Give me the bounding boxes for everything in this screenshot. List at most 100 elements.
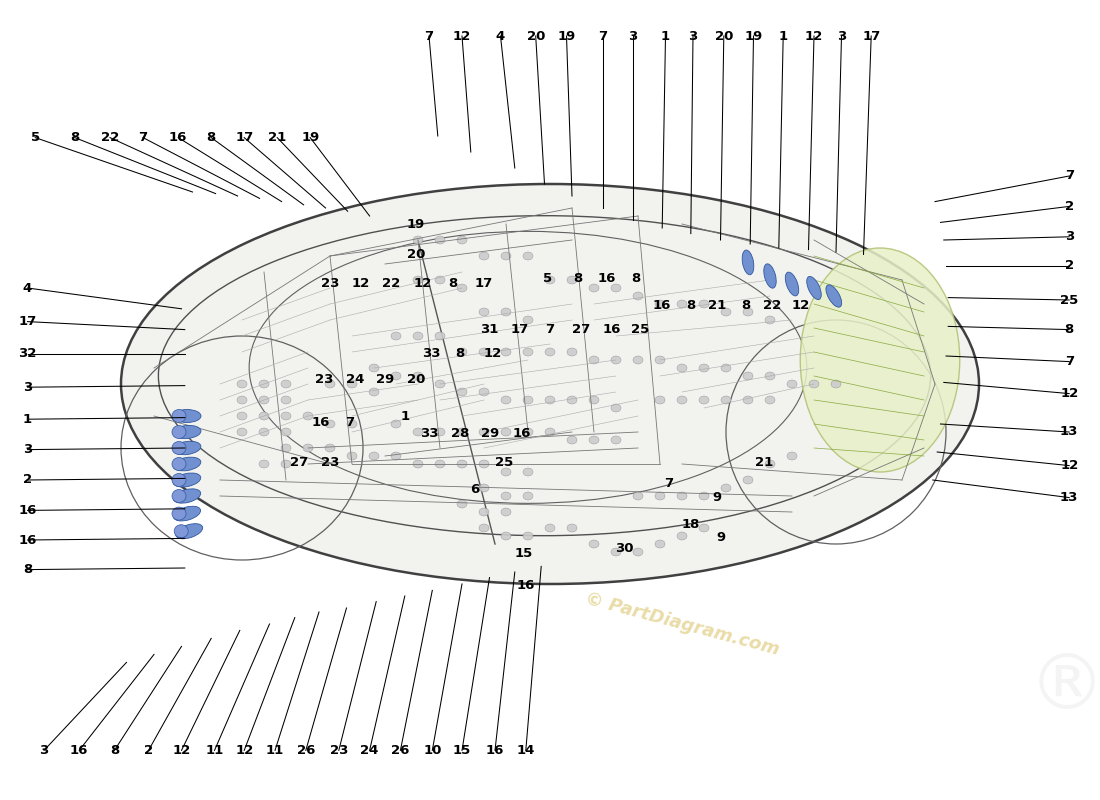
Ellipse shape <box>522 252 534 260</box>
Text: 17: 17 <box>475 277 493 290</box>
Ellipse shape <box>544 428 556 436</box>
Text: 25: 25 <box>631 323 649 336</box>
Ellipse shape <box>588 540 600 548</box>
Text: 1: 1 <box>779 30 788 42</box>
Ellipse shape <box>698 300 710 308</box>
Text: 7: 7 <box>139 131 147 144</box>
Ellipse shape <box>676 396 688 404</box>
Ellipse shape <box>280 444 292 452</box>
Ellipse shape <box>826 285 842 307</box>
Text: 8: 8 <box>110 744 119 757</box>
Text: 12: 12 <box>1060 387 1078 400</box>
Ellipse shape <box>698 524 710 532</box>
Ellipse shape <box>544 396 556 404</box>
Ellipse shape <box>610 436 621 444</box>
Ellipse shape <box>500 308 512 316</box>
Ellipse shape <box>456 428 468 436</box>
Ellipse shape <box>390 372 402 380</box>
Text: 20: 20 <box>407 374 425 386</box>
Ellipse shape <box>764 316 776 324</box>
Text: 7: 7 <box>664 478 673 490</box>
Text: 3: 3 <box>23 443 32 456</box>
Text: 3: 3 <box>628 30 637 42</box>
Text: 17: 17 <box>862 30 880 42</box>
Text: 10: 10 <box>424 744 441 757</box>
Ellipse shape <box>588 356 600 364</box>
Text: 8: 8 <box>207 131 216 144</box>
Ellipse shape <box>632 492 644 500</box>
Ellipse shape <box>173 410 201 422</box>
Ellipse shape <box>676 300 688 308</box>
Ellipse shape <box>588 284 600 292</box>
Ellipse shape <box>698 396 710 404</box>
Text: 33: 33 <box>420 427 438 440</box>
Ellipse shape <box>785 272 799 296</box>
Ellipse shape <box>786 380 798 388</box>
Text: 2: 2 <box>1065 259 1074 272</box>
Ellipse shape <box>830 380 842 388</box>
Ellipse shape <box>121 184 979 584</box>
Ellipse shape <box>566 436 578 444</box>
Text: 17: 17 <box>510 323 528 336</box>
Ellipse shape <box>390 332 402 340</box>
Ellipse shape <box>698 492 710 500</box>
Text: 33: 33 <box>422 347 440 360</box>
Ellipse shape <box>258 412 270 420</box>
Ellipse shape <box>324 420 336 428</box>
Ellipse shape <box>176 524 202 538</box>
Text: 9: 9 <box>716 531 725 544</box>
Ellipse shape <box>236 428 248 436</box>
Ellipse shape <box>456 284 468 292</box>
Ellipse shape <box>236 380 248 388</box>
Ellipse shape <box>478 524 490 532</box>
Ellipse shape <box>368 388 379 396</box>
Text: 22: 22 <box>383 277 400 290</box>
Ellipse shape <box>174 506 200 521</box>
Ellipse shape <box>786 452 798 460</box>
Ellipse shape <box>632 356 644 364</box>
Ellipse shape <box>478 252 490 260</box>
Ellipse shape <box>173 473 201 487</box>
Text: 16: 16 <box>517 579 535 592</box>
Text: 16: 16 <box>19 534 36 546</box>
Ellipse shape <box>172 426 186 438</box>
Text: 12: 12 <box>805 30 823 42</box>
Text: 12: 12 <box>414 277 431 290</box>
Ellipse shape <box>522 532 534 540</box>
Ellipse shape <box>346 452 358 460</box>
Text: 12: 12 <box>484 347 502 360</box>
Text: 7: 7 <box>598 30 607 42</box>
Ellipse shape <box>434 276 446 284</box>
Text: 3: 3 <box>689 30 697 42</box>
Text: 20: 20 <box>407 248 425 261</box>
Ellipse shape <box>522 468 534 476</box>
Text: 7: 7 <box>546 323 554 336</box>
Text: 2: 2 <box>23 474 32 486</box>
Ellipse shape <box>654 396 666 404</box>
Ellipse shape <box>720 484 732 492</box>
Text: 21: 21 <box>708 299 726 312</box>
Ellipse shape <box>258 396 270 404</box>
Ellipse shape <box>280 428 292 436</box>
Ellipse shape <box>610 404 621 412</box>
Text: 19: 19 <box>407 218 425 230</box>
Ellipse shape <box>280 412 292 420</box>
Ellipse shape <box>174 525 188 538</box>
Text: 29: 29 <box>482 427 499 440</box>
Ellipse shape <box>610 356 621 364</box>
Ellipse shape <box>324 380 336 388</box>
Ellipse shape <box>654 540 666 548</box>
Ellipse shape <box>258 460 270 468</box>
Ellipse shape <box>390 452 402 460</box>
Text: 16: 16 <box>513 427 530 440</box>
Text: 26: 26 <box>392 744 409 757</box>
Text: 16: 16 <box>70 744 88 757</box>
Ellipse shape <box>808 380 820 388</box>
Ellipse shape <box>544 524 556 532</box>
Ellipse shape <box>500 492 512 500</box>
Ellipse shape <box>172 458 186 470</box>
Text: 12: 12 <box>792 299 810 312</box>
Ellipse shape <box>720 308 732 316</box>
Ellipse shape <box>654 356 666 364</box>
Text: 7: 7 <box>345 416 354 429</box>
